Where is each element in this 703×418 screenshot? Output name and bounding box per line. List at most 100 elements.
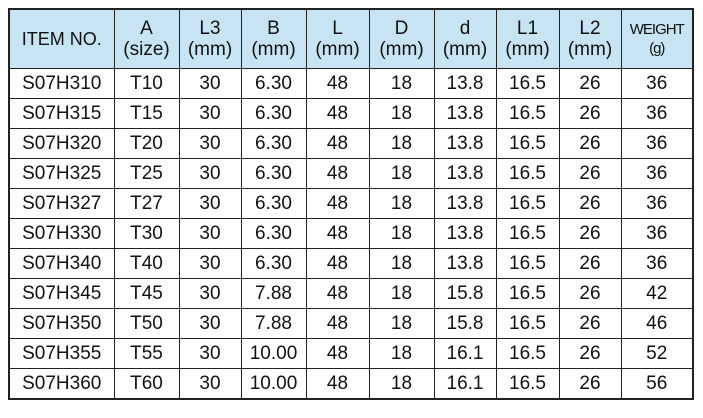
table-row: S07H310 T10 30 6.30 48 18 13.8 16.5 26 36	[8, 68, 694, 99]
table-cell: 16.5	[495, 128, 560, 159]
table-cell: 16.1	[433, 368, 497, 400]
table-cell: S07H310	[8, 68, 115, 99]
table-cell: S07H355	[8, 338, 115, 369]
table-cell: T55	[113, 338, 180, 369]
table-cell: T20	[113, 128, 180, 159]
table-cell: 16.5	[495, 98, 560, 129]
table-cell: 48	[305, 308, 370, 339]
header-cell: B (mm)	[240, 8, 307, 69]
table-row: S07H330 T30 30 6.30 48 18 13.8 16.5 26 36	[8, 218, 694, 249]
header-label: A	[140, 18, 153, 39]
table-cell: 26	[558, 128, 622, 159]
table-cell: T25	[113, 158, 180, 189]
table-cell: 18	[368, 188, 435, 219]
table-cell: S07H325	[8, 158, 115, 189]
table-cell: 18	[368, 68, 435, 99]
table-cell: 16.5	[495, 368, 560, 400]
table-cell: 6.30	[240, 158, 307, 189]
header-cell: L (mm)	[305, 8, 370, 69]
table-cell: 26	[558, 278, 622, 309]
header-cell: D (mm)	[368, 8, 435, 69]
header-unit: (mm)	[567, 39, 613, 60]
table-cell: 16.5	[495, 308, 560, 339]
table-cell: 36	[620, 218, 694, 249]
table-cell: 48	[305, 368, 370, 400]
table-cell: 48	[305, 218, 370, 249]
header-label: D	[394, 18, 409, 39]
header-unit: (mm)	[379, 39, 424, 60]
table-row: S07H355 T55 30 10.00 48 18 16.1 16.5 26 52	[8, 338, 694, 369]
header-unit: (mm)	[505, 39, 550, 60]
table-cell: 6.30	[240, 218, 307, 249]
table-cell: 30	[178, 278, 242, 309]
table-row: S07H345 T45 30 7.88 48 18 15.8 16.5 26 42	[8, 278, 694, 309]
table-cell: 16.5	[495, 158, 560, 189]
table-cell: 26	[558, 218, 622, 249]
table-cell: T50	[113, 308, 180, 339]
table-cell: 18	[368, 338, 435, 369]
header-cell: L1 (mm)	[495, 8, 560, 69]
table-cell: 30	[178, 368, 242, 400]
table-cell: 18	[368, 248, 435, 279]
table-cell: 26	[558, 368, 622, 400]
header-label: B	[267, 18, 280, 39]
table-cell: T27	[113, 188, 180, 219]
table-cell: S07H327	[8, 188, 115, 219]
table-cell: S07H315	[8, 98, 115, 129]
table-cell: 42	[620, 278, 694, 309]
header-cell: L3 (mm)	[178, 8, 242, 69]
table-cell: 6.30	[240, 248, 307, 279]
table-cell: 26	[558, 248, 622, 279]
header-label: ITEM NO.	[21, 28, 102, 49]
table-cell: 36	[620, 98, 694, 129]
table-cell: T60	[113, 368, 180, 400]
table-cell: S07H330	[8, 218, 115, 249]
table-cell: 18	[368, 308, 435, 339]
table-cell: 16.5	[495, 338, 560, 369]
table-cell: 48	[305, 98, 370, 129]
table-cell: 48	[305, 248, 370, 279]
table-cell: T40	[113, 248, 180, 279]
header-label: L1	[516, 18, 539, 39]
table-cell: 26	[558, 68, 622, 99]
table-cell: 36	[620, 68, 694, 99]
table-row: S07H315 T15 30 6.30 48 18 13.8 16.5 26 36	[8, 98, 694, 129]
table-cell: T15	[113, 98, 180, 129]
header-unit: (mm)	[187, 39, 233, 60]
header-row: ITEM NO. A (size) L3 (mm) B (mm) L (mm) D (mm) d (mm…	[8, 8, 694, 69]
table-cell: 48	[305, 128, 370, 159]
table-cell: 30	[178, 188, 242, 219]
table-cell: 15.8	[433, 278, 497, 309]
header-unit: (mm)	[251, 39, 296, 60]
header-label: L3	[199, 18, 221, 39]
table-row: S07H327 T27 30 6.30 48 18 13.8 16.5 26 36	[8, 188, 694, 219]
table-cell: 36	[620, 128, 694, 159]
table-cell: 48	[305, 68, 370, 99]
table-cell: 13.8	[433, 68, 497, 99]
table-cell: 13.8	[433, 128, 497, 159]
table-cell: 6.30	[240, 128, 307, 159]
table-cell: 30	[178, 128, 242, 159]
table-cell: 16.5	[495, 248, 560, 279]
spec-table: ITEM NO. A (size) L3 (mm) B (mm) L (mm) D (mm) d (mm…	[8, 8, 694, 400]
table-cell: 30	[178, 98, 242, 129]
header-label: WEIGHT	[629, 21, 685, 38]
table-cell: 26	[558, 158, 622, 189]
header-label: L	[332, 18, 343, 39]
table-row: S07H320 T20 30 6.30 48 18 13.8 16.5 26 36	[8, 128, 694, 159]
table-cell: 18	[368, 218, 435, 249]
table-cell: 18	[368, 98, 435, 129]
table-cell: 36	[620, 248, 694, 279]
table-cell: 7.88	[240, 308, 307, 339]
table-cell: S07H360	[8, 368, 115, 400]
table-cell: 10.00	[240, 338, 307, 369]
table-cell: 16.5	[495, 218, 560, 249]
table-cell: 36	[620, 158, 694, 189]
table-cell: 6.30	[240, 68, 307, 99]
table-cell: 18	[368, 368, 435, 400]
table-cell: 18	[368, 278, 435, 309]
table-cell: 18	[368, 128, 435, 159]
table-cell: 16.5	[495, 68, 560, 99]
table-cell: 15.8	[433, 308, 497, 339]
table-wrap: ITEM NO. A (size) L3 (mm) B (mm) L (mm) D (mm) d (mm…	[8, 8, 694, 400]
